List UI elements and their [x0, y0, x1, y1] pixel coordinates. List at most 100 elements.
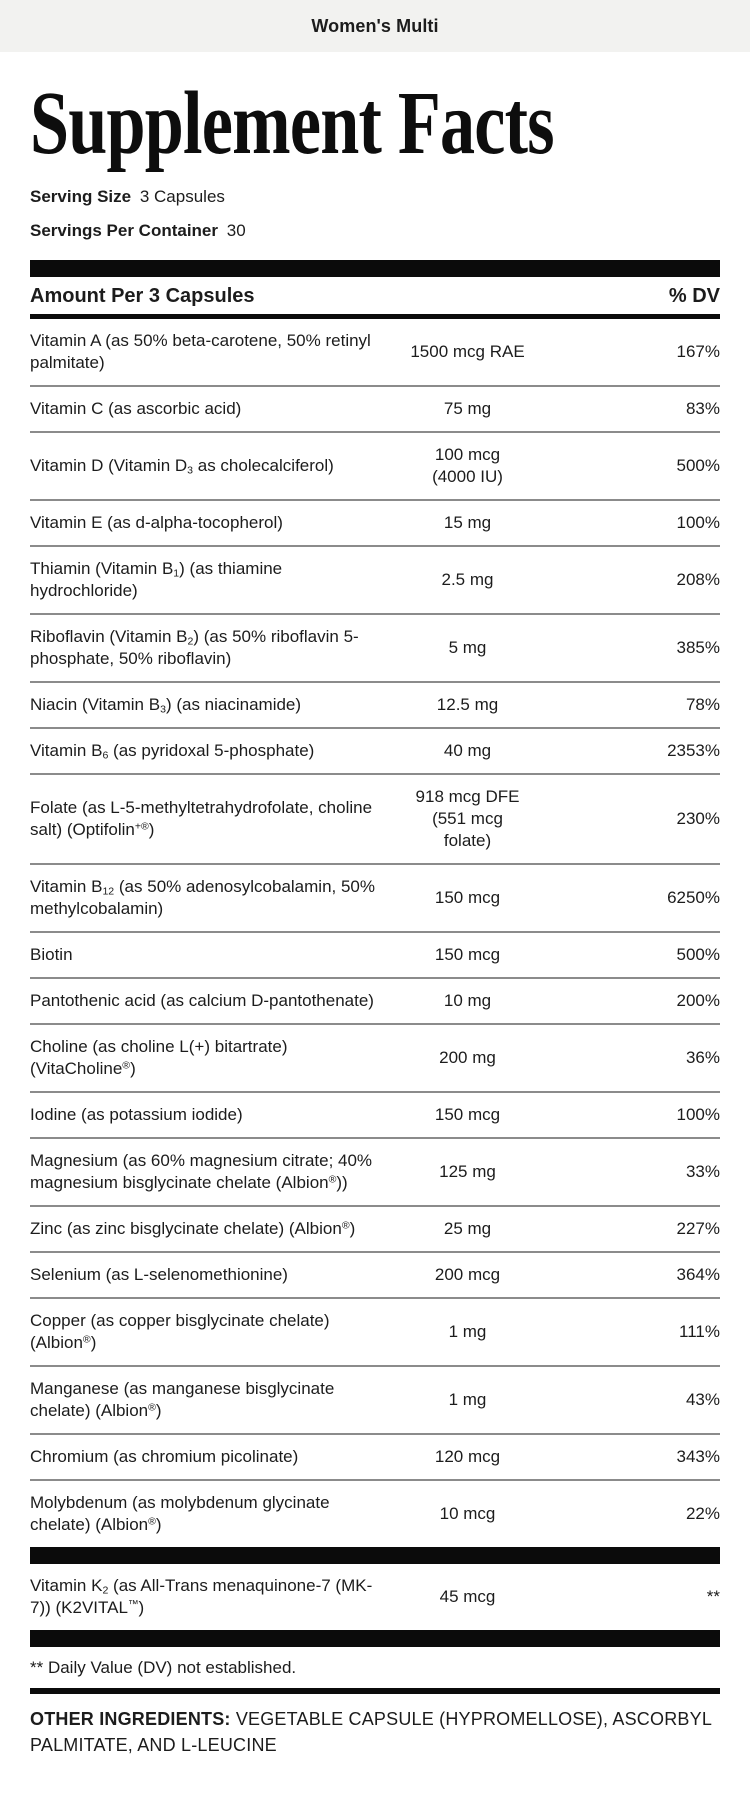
- ingredient-amount: 120 mcg: [434, 1447, 501, 1466]
- table-row: Magnesium (as 60% magnesium citrate; 40%…: [30, 1139, 720, 1207]
- ingredient-amount: 918 mcg DFE (551 mcg folate): [415, 787, 520, 850]
- ingredient-name: Zinc (as zinc bisglycinate chelate) (Alb…: [30, 1219, 356, 1238]
- ingredient-name: Vitamin C (as ascorbic acid): [30, 399, 242, 418]
- divider-bar-mid-1: [30, 1547, 720, 1564]
- ingredient-dv: 111%: [679, 1322, 720, 1341]
- table-header-row: Amount Per 3 Capsules % DV: [30, 277, 720, 314]
- ingredient-amount: 1500 mcg RAE: [410, 342, 525, 361]
- divider-bar-top: [30, 260, 720, 277]
- ingredient-name: Vitamin A (as 50% beta-carotene, 50% ret…: [30, 331, 371, 372]
- ingredient-dv: 33%: [685, 1162, 720, 1181]
- ingredient-name: Biotin: [30, 945, 73, 964]
- dv-footnote: ** Daily Value (DV) not established.: [30, 1658, 297, 1677]
- ingredient-name: Folate (as L-5-methyltetrahydrofolate, c…: [30, 798, 373, 839]
- table-row: Vitamin B12 (as 50% adenosylcobalamin, 5…: [30, 865, 720, 933]
- ingredient-name: Magnesium (as 60% magnesium citrate; 40%…: [30, 1151, 373, 1192]
- ingredient-dv: 167%: [676, 342, 720, 361]
- ingredient-name: Riboflavin (Vitamin B2) (as 50% riboflav…: [30, 627, 359, 668]
- ingredient-name: Vitamin D (Vitamin D3 as cholecalciferol…: [30, 456, 334, 477]
- table-row: Niacin (Vitamin B3) (as niacinamide) 12.…: [30, 683, 720, 729]
- ingredient-name: Thiamin (Vitamin B1) (as thiamine hydroc…: [30, 559, 283, 600]
- table-row: Iodine (as potassium iodide) 150 mcg 100…: [30, 1093, 720, 1139]
- serving-size-label: Serving Size: [30, 187, 132, 206]
- ingredient-amount: 10 mg: [443, 991, 492, 1010]
- table-row: Vitamin A (as 50% beta-carotene, 50% ret…: [30, 319, 720, 387]
- table-row: Choline (as choline L(+) bitartrate) (Vi…: [30, 1025, 720, 1093]
- table-row: Selenium (as L-selenomethionine) 200 mcg…: [30, 1253, 720, 1299]
- ingredient-name: Copper (as copper bisglycinate chelate) …: [30, 1311, 330, 1352]
- supplement-facts-panel: Supplement Facts Serving Size 3 Capsules…: [0, 76, 750, 1758]
- ingredient-dv: 6250%: [667, 888, 720, 907]
- ingredient-dv: **: [706, 1587, 720, 1606]
- ingredient-dv: 385%: [676, 638, 720, 657]
- table-row: Folate (as L-5-methyltetrahydrofolate, c…: [30, 775, 720, 865]
- ingredient-amount: 1 mg: [448, 1322, 487, 1341]
- ingredient-name: Niacin (Vitamin B3) (as niacinamide): [30, 695, 302, 716]
- divider-bar-mid-2: [30, 1630, 720, 1647]
- ingredient-amount: 2.5 mg: [441, 570, 494, 589]
- ingredient-amount: 150 mcg: [434, 1105, 501, 1124]
- other-ingredients-section: OTHER INGREDIENTS: VEGETABLE CAPSULE (HY…: [30, 1706, 720, 1758]
- table-row: Riboflavin (Vitamin B2) (as 50% riboflav…: [30, 615, 720, 683]
- ingredient-name: Vitamin K2 (as All-Trans menaquinone-7 (…: [30, 1576, 373, 1617]
- divider-bar-header: [30, 314, 720, 319]
- ingredient-dv: 2353%: [667, 741, 720, 760]
- dv-column-header: % DV: [668, 285, 720, 307]
- other-ingredients-label: OTHER INGREDIENTS:: [30, 1709, 231, 1729]
- ingredient-name: Manganese (as manganese bisglycinate che…: [30, 1379, 335, 1420]
- other-ingredients-text: VEGETABLE CAPSULE (HYPROMELLOSE), ASCORB…: [30, 1709, 711, 1755]
- serving-size-line: Serving Size 3 Capsules: [30, 186, 720, 208]
- ingredient-name: Pantothenic acid (as calcium D-pantothen…: [30, 991, 374, 1010]
- ingredient-dv: 78%: [685, 695, 720, 714]
- ingredient-dv: 500%: [676, 945, 720, 964]
- servings-per-container-value: 30: [226, 221, 246, 240]
- ingredient-name: Choline (as choline L(+) bitartrate) (Vi…: [30, 1037, 288, 1078]
- table-row: Pantothenic acid (as calcium D-pantothen…: [30, 979, 720, 1025]
- ingredient-dv: 43%: [685, 1390, 720, 1409]
- ingredient-amount: 45 mcg: [439, 1587, 496, 1606]
- ingredient-dv: 36%: [685, 1048, 720, 1067]
- table-row: Copper (as copper bisglycinate chelate) …: [30, 1299, 720, 1367]
- ingredient-amount: 200 mcg: [434, 1265, 501, 1284]
- other-ingredients-value: VEGETABLE CAPSULE (HYPROMELLOSE), ASCORB…: [30, 1709, 712, 1755]
- ingredient-amount: 150 mcg: [434, 888, 501, 907]
- table-row: Vitamin B6 (as pyridoxal 5-phosphate) 40…: [30, 729, 720, 775]
- table-row: Thiamin (Vitamin B1) (as thiamine hydroc…: [30, 547, 720, 615]
- table-row-vitamin-k2: Vitamin K2 (as All-Trans menaquinone-7 (…: [30, 1564, 720, 1630]
- ingredient-name: Chromium (as chromium picolinate): [30, 1447, 299, 1466]
- product-name: Women's Multi: [311, 15, 439, 36]
- table-row: Vitamin E (as d-alpha-tocopherol) 15 mg …: [30, 501, 720, 547]
- ingredient-name: Molybdenum (as molybdenum glycinate chel…: [30, 1493, 330, 1534]
- amount-column-header: Amount Per 3 Capsules: [30, 285, 255, 307]
- ingredient-dv: 100%: [676, 1105, 720, 1124]
- ingredient-amount: 5 mg: [448, 638, 487, 657]
- ingredient-amount: 75 mg: [443, 399, 492, 418]
- servings-per-container-label: Servings Per Container: [30, 221, 219, 240]
- ingredient-amount: 25 mg: [443, 1219, 492, 1238]
- ingredient-dv: 100%: [676, 513, 720, 532]
- ingredient-name: Selenium (as L-selenomethionine): [30, 1265, 288, 1284]
- servings-per-container-line: Servings Per Container 30: [30, 220, 720, 242]
- ingredient-name: Vitamin E (as d-alpha-tocopherol): [30, 513, 283, 532]
- ingredient-amount: 15 mg: [443, 513, 492, 532]
- divider-bar-bottom: [30, 1688, 720, 1694]
- ingredient-amount: 100 mcg (4000 IU): [432, 445, 503, 486]
- table-row: Biotin 150 mcg 500%: [30, 933, 720, 979]
- ingredient-dv: 364%: [676, 1265, 720, 1284]
- table-row: Manganese (as manganese bisglycinate che…: [30, 1367, 720, 1435]
- ingredient-dv: 500%: [676, 456, 720, 475]
- table-row: Zinc (as zinc bisglycinate chelate) (Alb…: [30, 1207, 720, 1253]
- table-row: Vitamin C (as ascorbic acid) 75 mg 83%: [30, 387, 720, 433]
- ingredient-dv: 208%: [676, 570, 720, 589]
- ingredient-dv: 22%: [685, 1504, 720, 1523]
- table-row: Molybdenum (as molybdenum glycinate chel…: [30, 1481, 720, 1547]
- ingredient-dv: 83%: [685, 399, 720, 418]
- table-row: Vitamin D (Vitamin D3 as cholecalciferol…: [30, 433, 720, 501]
- ingredient-dv: 200%: [676, 991, 720, 1010]
- ingredient-amount: 10 mcg: [439, 1504, 496, 1523]
- ingredient-amount: 12.5 mg: [436, 695, 499, 714]
- facts-table: Vitamin A (as 50% beta-carotene, 50% ret…: [30, 319, 720, 1547]
- ingredient-name: Vitamin B6 (as pyridoxal 5-phosphate): [30, 741, 315, 762]
- ingredient-amount: 40 mg: [443, 741, 492, 760]
- ingredient-amount: 200 mg: [439, 1048, 496, 1067]
